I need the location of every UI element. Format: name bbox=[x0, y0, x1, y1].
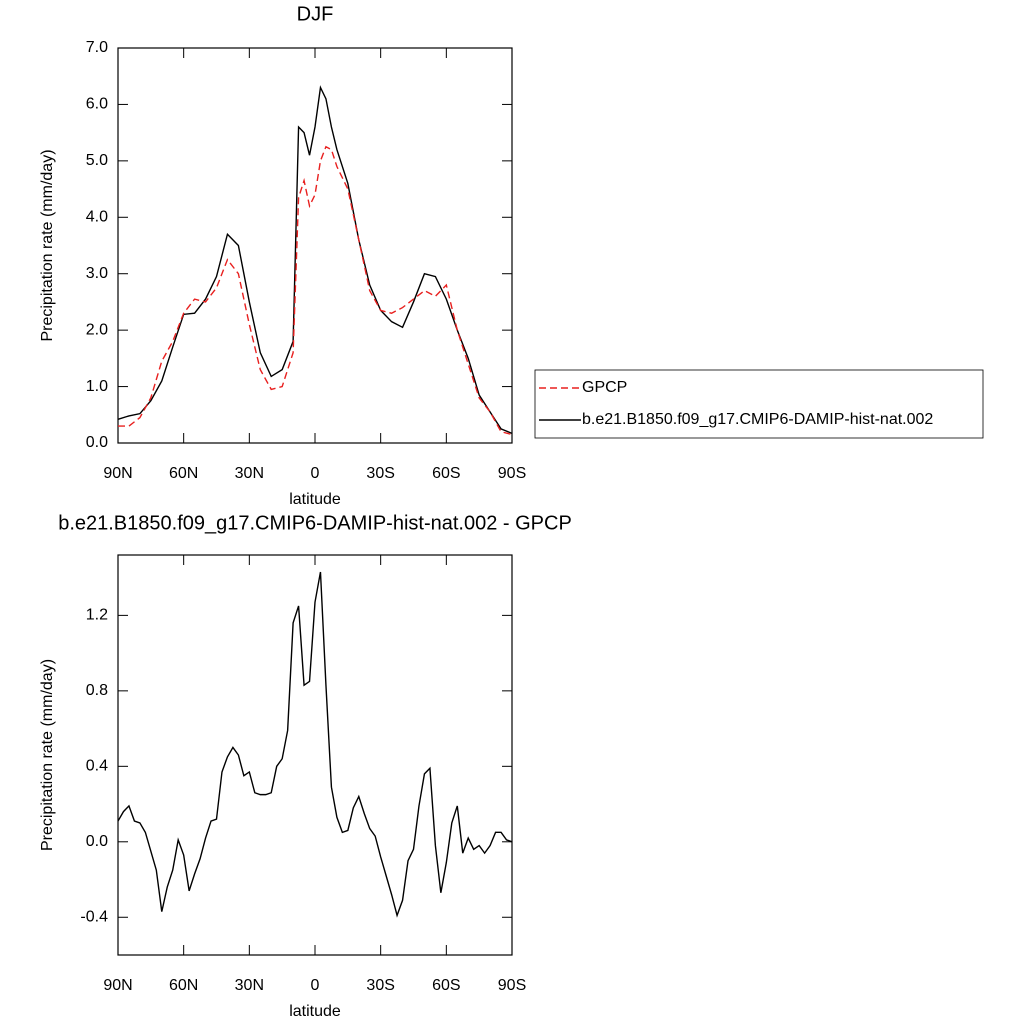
legend-label: b.e21.B1850.f09_g17.CMIP6-DAMIP-hist-nat… bbox=[582, 411, 933, 428]
data-line bbox=[117, 571, 513, 918]
x-tick-label: 90N bbox=[103, 977, 132, 994]
chart-title: DJF bbox=[297, 3, 334, 25]
legend-label: GPCP bbox=[582, 379, 627, 396]
y-tick-label: 6.0 bbox=[86, 96, 108, 113]
y-tick-label: 0.0 bbox=[86, 434, 108, 451]
x-tick-label: 30N bbox=[235, 465, 264, 482]
x-axis-label: latitude bbox=[289, 491, 341, 508]
x-tick-label: 90S bbox=[498, 465, 526, 482]
y-tick-label: 0.0 bbox=[86, 833, 108, 850]
plot-frame bbox=[117, 554, 513, 956]
y-tick-label: 2.0 bbox=[86, 321, 108, 338]
y-tick-label: 1.0 bbox=[86, 378, 108, 395]
x-tick-label: 60S bbox=[432, 977, 460, 994]
x-tick-label: 30S bbox=[366, 977, 394, 994]
x-tick-label: 60S bbox=[432, 465, 460, 482]
data-line bbox=[118, 145, 513, 436]
x-tick-label: 30N bbox=[235, 977, 264, 994]
x-tick-label: 30S bbox=[366, 465, 394, 482]
y-axis-label: Precipitation rate (mm/day) bbox=[39, 659, 56, 851]
plot-frame bbox=[117, 47, 513, 444]
data-line bbox=[117, 85, 513, 435]
x-tick-label: 60N bbox=[169, 977, 198, 994]
y-tick-label: -0.4 bbox=[80, 908, 108, 925]
x-tick-label: 90N bbox=[103, 465, 132, 482]
chart-title: b.e21.B1850.f09_g17.CMIP6-DAMIP-hist-nat… bbox=[58, 512, 572, 534]
y-tick-label: 0.8 bbox=[86, 682, 108, 699]
x-axis-label: latitude bbox=[289, 1003, 341, 1020]
x-tick-label: 60N bbox=[169, 465, 198, 482]
y-tick-label: 7.0 bbox=[86, 39, 108, 56]
y-tick-label: 0.4 bbox=[86, 758, 108, 775]
x-tick-label: 0 bbox=[311, 977, 320, 994]
y-axis-label: Precipitation rate (mm/day) bbox=[39, 149, 56, 341]
y-tick-label: 1.2 bbox=[86, 607, 108, 624]
x-tick-label: 90S bbox=[498, 977, 526, 994]
legend-box bbox=[534, 369, 984, 439]
y-tick-label: 4.0 bbox=[86, 209, 108, 226]
y-tick-label: 5.0 bbox=[86, 152, 108, 169]
y-tick-label: 3.0 bbox=[86, 265, 108, 282]
x-tick-label: 0 bbox=[311, 465, 320, 482]
